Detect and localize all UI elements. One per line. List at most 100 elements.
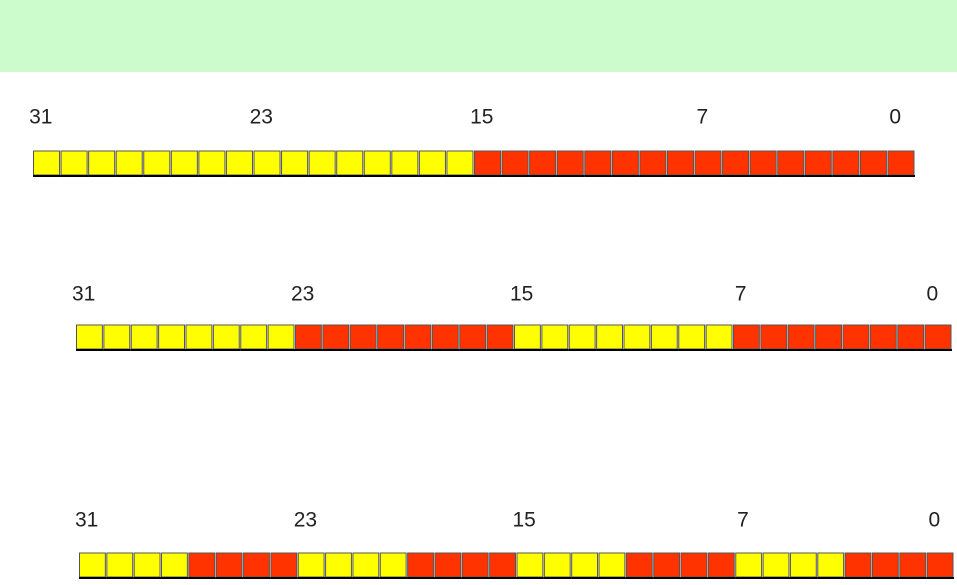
bit-label: 15 — [470, 106, 493, 129]
bit-cell — [461, 552, 489, 578]
bit-cell — [817, 552, 845, 578]
bit-cell — [253, 150, 281, 176]
bit-cell — [33, 150, 61, 176]
bit-cell — [611, 150, 639, 176]
bit-cell — [516, 552, 544, 578]
bit-cell — [474, 150, 502, 176]
bit-cell — [760, 324, 788, 350]
bit-cell — [529, 150, 557, 176]
bit-cell — [735, 552, 763, 578]
bit-cell — [281, 150, 309, 176]
bit-cell — [733, 324, 760, 350]
bit-cell — [650, 324, 678, 350]
bit-cell — [336, 150, 364, 176]
bit-cell — [267, 324, 295, 350]
bit-cell — [212, 324, 240, 350]
bit-cell — [349, 324, 377, 350]
bit-cell — [571, 552, 599, 578]
bit-cell — [295, 324, 322, 350]
bit-cell — [926, 552, 954, 578]
bit-cell — [832, 150, 860, 176]
bit-cell — [568, 324, 596, 350]
bit-cell — [556, 150, 584, 176]
bit-cell — [352, 552, 380, 578]
bit-cell — [639, 150, 667, 176]
bit-cell — [514, 324, 541, 350]
bit-cell — [418, 150, 446, 176]
bit-cell — [596, 324, 623, 350]
bit-cell — [404, 324, 432, 350]
bit-cell — [598, 552, 626, 578]
bit-cell — [106, 552, 134, 578]
bit-cell — [377, 324, 404, 350]
bit-cell — [103, 324, 131, 350]
bit-cell — [185, 324, 213, 350]
bit-cell — [88, 150, 116, 176]
bit-cell — [459, 324, 487, 350]
bit-cell — [115, 150, 143, 176]
bit-cell — [161, 552, 188, 578]
bit-cell — [762, 552, 790, 578]
bit-cell — [869, 324, 897, 350]
bit-cell — [707, 552, 735, 578]
bit-label: 31 — [75, 509, 98, 532]
bit-cell — [76, 324, 103, 350]
bit-cell — [60, 150, 88, 176]
bit-cell — [541, 324, 569, 350]
bit-cell — [325, 552, 352, 578]
bit-cell — [489, 552, 516, 578]
bit-label: 23 — [294, 509, 317, 532]
bit-cell — [653, 552, 681, 578]
bit-cell — [666, 150, 694, 176]
bit-cell — [322, 324, 350, 350]
bit-cell — [678, 324, 706, 350]
bit-cell — [844, 552, 872, 578]
bit-cell — [722, 150, 750, 176]
bit-label: 31 — [29, 106, 52, 129]
bit-cell — [143, 150, 171, 176]
bit-cell — [240, 324, 268, 350]
bit-cell — [859, 150, 887, 176]
bit-cell — [787, 324, 815, 350]
bit-label: 7 — [696, 106, 708, 129]
bit-label: 0 — [889, 106, 901, 129]
header-band — [0, 0, 957, 72]
bit-cell — [434, 552, 462, 578]
bit-cell — [543, 552, 571, 578]
bit-cell — [623, 324, 651, 350]
bit-cell — [198, 150, 226, 176]
bit-cell — [379, 552, 407, 578]
bit-label: 0 — [926, 283, 938, 306]
bit-cell — [79, 552, 106, 578]
bit-label: 7 — [737, 509, 749, 532]
bit-cell — [899, 552, 927, 578]
bit-cell — [486, 324, 514, 350]
bit-cell — [815, 324, 842, 350]
bit-label: 23 — [250, 106, 273, 129]
bit-cell — [215, 552, 243, 578]
bit-cell — [407, 552, 434, 578]
bit-cell — [243, 552, 270, 578]
bit-cell — [897, 324, 925, 350]
bit-label: 15 — [510, 283, 533, 306]
bit-cell — [391, 150, 419, 176]
bit-label: 0 — [928, 509, 940, 532]
bit-cell — [625, 552, 653, 578]
bit-cell — [924, 324, 952, 350]
bit-cell — [749, 150, 777, 176]
bit-cell — [363, 150, 391, 176]
bit-cell — [584, 150, 612, 176]
bit-cell — [842, 324, 870, 350]
bit-label: 7 — [735, 283, 747, 306]
bit-cell — [431, 324, 459, 350]
bit-cell — [130, 324, 158, 350]
bit-cell — [308, 150, 336, 176]
bit-cell — [694, 150, 722, 176]
bit-cell — [158, 324, 185, 350]
bit-cell — [133, 552, 161, 578]
bit-cell — [188, 552, 216, 578]
bit-cell — [789, 552, 817, 578]
bit-label: 15 — [512, 509, 535, 532]
